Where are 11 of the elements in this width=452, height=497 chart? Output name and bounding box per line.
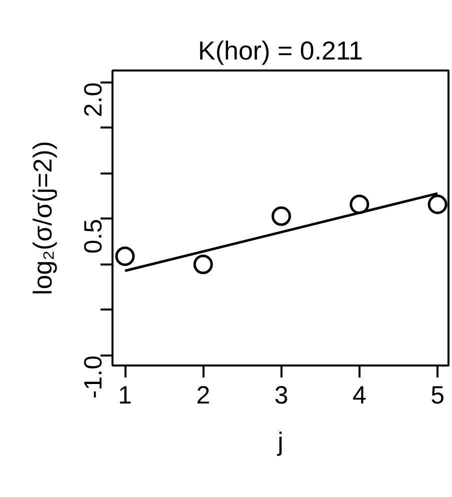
y-tick-label: 2.0 xyxy=(80,82,108,118)
y-tick-label: 0.5 xyxy=(80,218,108,254)
y-axis-title: log₂(σ/σ(j=2)) xyxy=(28,140,58,296)
chart-title: K(hor) = 0.211 xyxy=(198,36,364,66)
y-tick-label: -1.0 xyxy=(80,355,108,399)
x-tick-label: 4 xyxy=(352,382,366,410)
x-tick-label: 5 xyxy=(430,382,445,410)
x-axis-title: j xyxy=(276,426,284,456)
x-tick-label: 3 xyxy=(274,382,288,410)
x-tick-label: 2 xyxy=(196,382,210,410)
x-tick-label: 1 xyxy=(118,382,132,410)
